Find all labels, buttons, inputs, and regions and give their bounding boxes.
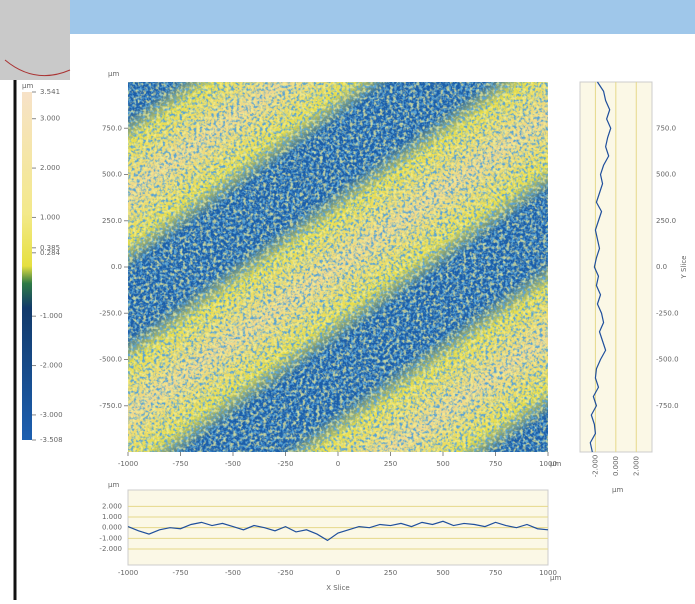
x-slice-x-label: 250 <box>384 569 397 577</box>
x-tick-label: 1000 <box>539 460 557 468</box>
y-tick-label: -750.0 <box>99 402 122 410</box>
x-tick-label: 500 <box>436 460 449 468</box>
colorbar-label: 1.000 <box>40 213 60 221</box>
x-slice-x-label: 500 <box>436 569 449 577</box>
x-tick-label: -500 <box>225 460 241 468</box>
y-slice-unit: µm <box>612 486 623 494</box>
title-bar <box>0 0 695 34</box>
colorbar-label: -1.000 <box>40 312 63 320</box>
y-slice-tick-label: -250.0 <box>656 309 679 317</box>
x-slice-tick-label: 0.000 <box>102 524 122 532</box>
y-tick-label: -250.0 <box>99 309 122 317</box>
y-tick-label: -500.0 <box>99 356 122 364</box>
y-slice-tick-label: -2.000 <box>591 455 599 478</box>
page: µm µm µm Y Slice µm X Slice µm µm 3.5413… <box>0 0 695 604</box>
x-slice-tick-label: -1.000 <box>99 534 122 542</box>
y-tick-label: 500.0 <box>102 171 122 179</box>
y-tick-label: 0.0 <box>111 263 122 271</box>
x-slice-x-label: 750 <box>489 569 502 577</box>
x-slice-tick-label: 2.000 <box>102 502 122 510</box>
x-slice-tick-label: -2.000 <box>99 545 122 553</box>
x-slice-x-label: -750 <box>173 569 189 577</box>
colorbar-label: 3.541 <box>40 88 60 96</box>
x-slice-y-unit: µm <box>108 481 119 489</box>
y-tick-label: 250.0 <box>102 217 122 225</box>
map-y-unit: µm <box>108 70 119 78</box>
y-slice-tick-label: 750.0 <box>656 124 676 132</box>
x-slice-x-label: -1000 <box>118 569 138 577</box>
colorbar-label: -3.508 <box>40 436 63 444</box>
screen: µm µm µm Y Slice µm X Slice µm µm 3.5413… <box>0 0 695 600</box>
colorbar-label: -3.000 <box>40 411 63 419</box>
height-map <box>128 82 548 452</box>
thumbnail <box>0 0 70 80</box>
y-slice-tick-label: 250.0 <box>656 217 676 225</box>
y-slice-title: Y Slice <box>680 256 688 280</box>
x-tick-label: -250 <box>278 460 294 468</box>
y-slice-tick-label: 0.000 <box>612 456 620 476</box>
y-slice-tick-label: -500.0 <box>656 356 679 364</box>
x-slice-x-label: -500 <box>225 569 241 577</box>
colorbar-label: 2.000 <box>40 164 60 172</box>
colorbar <box>22 92 32 440</box>
y-slice-tick-label: 2.000 <box>632 456 640 476</box>
y-tick-label: 750.0 <box>102 124 122 132</box>
colorbar-unit: µm <box>22 82 33 90</box>
y-slice-tick-label: 0.0 <box>656 263 667 271</box>
x-tick-label: -1000 <box>118 460 138 468</box>
x-slice-x-label: 0 <box>336 569 340 577</box>
y-slice-tick-label: 500.0 <box>656 171 676 179</box>
colorbar-label: -2.000 <box>40 362 63 370</box>
x-tick-label: 750 <box>489 460 502 468</box>
x-tick-label: 250 <box>384 460 397 468</box>
x-slice-tick-label: 1.000 <box>102 513 122 521</box>
x-tick-label: 0 <box>336 460 340 468</box>
x-slice-x-label: 1000 <box>539 569 557 577</box>
colorbar-label: 0.284 <box>40 249 61 257</box>
colorbar-label: 3.000 <box>40 115 60 123</box>
x-slice-title: X Slice <box>326 584 350 592</box>
y-slice-tick-label: -750.0 <box>656 402 679 410</box>
x-tick-label: -750 <box>173 460 189 468</box>
x-slice-x-label: -250 <box>278 569 294 577</box>
